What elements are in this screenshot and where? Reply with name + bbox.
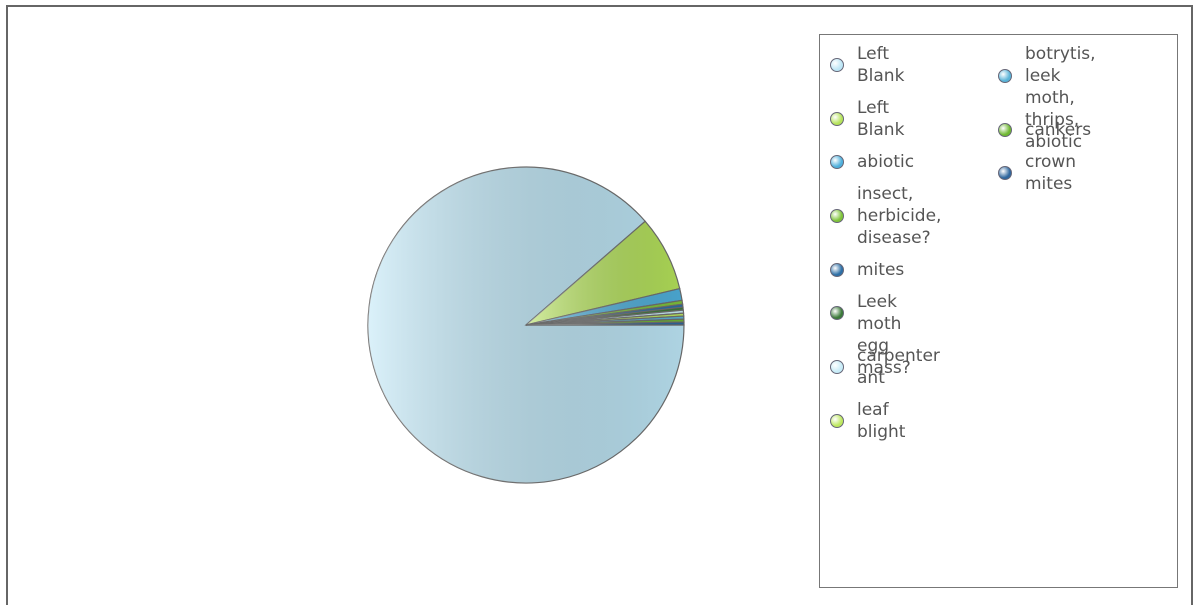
legend-label: carpenter ant bbox=[857, 346, 940, 388]
legend-swatch bbox=[830, 360, 844, 374]
legend-label: Left Blank bbox=[857, 98, 905, 140]
chart-frame: Left Blank Left Blank abiotic insect, herbi… bbox=[6, 5, 1193, 605]
legend-swatch bbox=[830, 263, 844, 277]
legend-swatch bbox=[998, 69, 1012, 83]
pie-slice-shading bbox=[526, 310, 684, 325]
pie-slice-shading bbox=[526, 307, 684, 325]
pie-chart bbox=[367, 166, 685, 484]
chart-legend: Left Blank Left Blank abiotic insect, herbi… bbox=[819, 34, 1178, 588]
legend-label: mites bbox=[857, 260, 905, 280]
pie-slice-shading bbox=[526, 316, 684, 325]
legend-label: leaf blight bbox=[857, 400, 906, 442]
pie-slice-shading bbox=[526, 322, 684, 325]
pie-slice-shading bbox=[526, 319, 684, 325]
legend-label: cankers bbox=[1025, 120, 1092, 140]
legend-swatch bbox=[830, 58, 844, 72]
legend-swatch bbox=[830, 306, 844, 320]
legend-label: botrytis, leek moth, thrips, abiotic bbox=[1025, 44, 1096, 152]
pie-slice-shading bbox=[526, 221, 680, 325]
pie-slice-shading bbox=[526, 313, 684, 325]
legend-swatch bbox=[830, 209, 844, 223]
legend-label: abiotic bbox=[857, 152, 915, 172]
pie-slice-shading bbox=[526, 288, 683, 325]
pie-slice-shading bbox=[526, 300, 683, 325]
legend-label: insect, herbicide, disease? bbox=[857, 184, 942, 248]
legend-swatch bbox=[830, 155, 844, 169]
legend-label: Leek moth egg mass? bbox=[857, 292, 911, 378]
legend-swatch bbox=[830, 414, 844, 428]
pie-slice-shading bbox=[526, 304, 683, 325]
legend-swatch bbox=[998, 123, 1012, 137]
legend-label: Left Blank bbox=[857, 44, 905, 86]
legend-label: crown mites bbox=[1025, 152, 1077, 194]
legend-swatch bbox=[830, 112, 844, 126]
legend-swatch bbox=[998, 166, 1012, 180]
